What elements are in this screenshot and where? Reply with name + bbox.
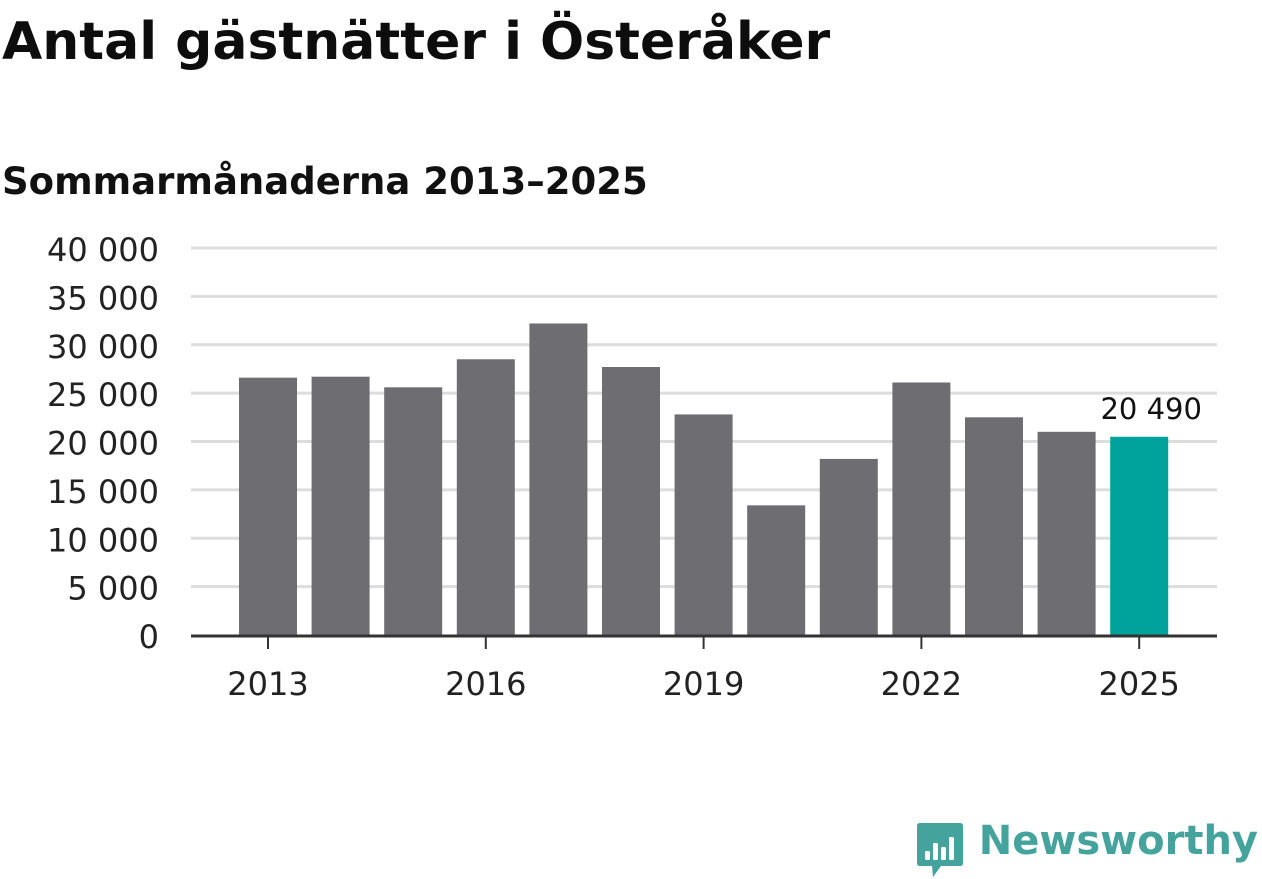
x-tick-label: 2019 [663,665,744,703]
y-tick-label: 10 000 [47,521,159,559]
bars [239,323,1169,635]
x-axis-tick-labels: 2013 2016 2019 2022 2025 [227,665,1180,703]
chart-title: Antal gästnätter i Österåker [2,12,831,72]
x-axis [191,634,1217,649]
y-tick-label: 25 000 [47,376,159,414]
x-tick-label: 2016 [445,665,526,703]
bar-2016 [456,359,515,635]
bar-2018 [602,367,660,635]
y-tick-label: 0 [139,618,159,656]
newsworthy-logo: Newsworthy [915,818,1258,879]
y-tick-label: 20 000 [47,425,159,463]
bar-2020 [747,505,806,635]
y-tick-label: 15 000 [47,473,159,511]
newsworthy-logo-text: Newsworthy [978,818,1258,864]
y-tick-label: 35 000 [47,279,159,317]
y-tick-label: 5 000 [67,570,159,608]
y-axis-tick-labels: 0 5 000 10 000 15 000 20 000 25 000 30 000 35 0… [47,231,159,656]
bar-2022 [892,382,951,635]
bar-2017 [529,323,588,635]
bar-2013 [239,377,297,635]
newsworthy-chart-bubble-icon [916,823,963,877]
y-tick-label: 40 000 [47,231,159,269]
bar-2021 [819,458,878,635]
x-tick-label: 2025 [1098,665,1179,703]
bar-2025 [1110,436,1169,635]
data-labels: 20 490 [1100,392,1201,426]
data-label-2025: 20 490 [1100,392,1201,426]
x-tick-label: 2013 [227,665,308,703]
bar-2019 [674,414,733,635]
bar-2014 [311,376,370,635]
bar-2023 [965,417,1023,635]
bar-2024 [1037,431,1096,635]
bar-2015 [384,387,443,635]
y-tick-label: 30 000 [47,328,159,366]
x-tick-label: 2022 [881,665,962,703]
chart-subtitle: Sommarmånaderna 2013–2025 [2,160,648,203]
